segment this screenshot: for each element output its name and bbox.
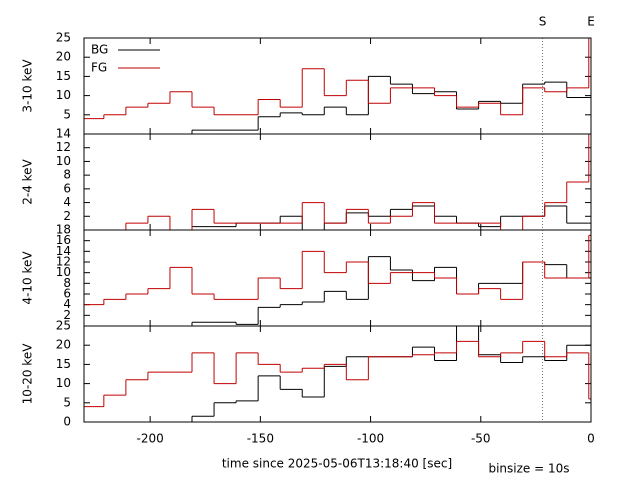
y-tick-label: 14 <box>56 127 71 141</box>
y-tick-label: 15 <box>56 69 71 83</box>
panel-frame <box>83 37 592 135</box>
marker-label: E <box>587 15 595 29</box>
x-tick-label: 0 <box>587 432 595 446</box>
panel-frame <box>83 325 592 423</box>
x-tick-label: -150 <box>247 432 274 446</box>
panel-frame <box>83 229 592 327</box>
y-tick-label: 20 <box>56 50 71 64</box>
y-tick-label: 6 <box>63 287 71 301</box>
y-tick-label: 5 <box>63 107 71 121</box>
y-tick-label: 10 <box>56 154 71 168</box>
x-axis-label: time since 2025-05-06T13:18:40 [sec] <box>222 457 452 471</box>
y-tick-label: 2 <box>63 209 71 223</box>
legend-label: BG <box>91 43 108 57</box>
y-tick-label: 16 <box>56 233 71 247</box>
plot-area <box>84 326 591 422</box>
y-tick-label: 4 <box>63 195 71 209</box>
y-tick-label: 4 <box>63 297 71 311</box>
y-tick-label: 12 <box>56 255 71 269</box>
y-tick-label: 25 <box>56 31 71 45</box>
y-tick-label: 25 <box>56 319 71 333</box>
y-tick-label: 15 <box>56 357 71 371</box>
plot-area <box>84 234 591 326</box>
marker-label: S <box>539 15 547 29</box>
y-axis-label: 10-20 keV <box>21 343 35 405</box>
annotation: binsize = 10s <box>488 462 569 476</box>
y-tick-label: 0 <box>63 415 71 429</box>
panel-frame <box>83 133 592 231</box>
y-tick-label: 2 <box>63 308 71 322</box>
y-tick-label: 8 <box>63 276 71 290</box>
y-tick-label: 6 <box>63 181 71 195</box>
legend-label: FG <box>91 61 107 75</box>
y-tick-label: 10 <box>56 88 71 102</box>
y-tick-label: 5 <box>63 395 71 409</box>
y-tick-label: 20 <box>56 338 71 352</box>
y-tick-label: 18 <box>56 223 71 237</box>
y-tick-label: 10 <box>56 376 71 390</box>
y-tick-label: 10 <box>56 265 71 279</box>
x-tick-label: -50 <box>471 432 491 446</box>
y-axis-label: 3-10 keV <box>21 59 35 113</box>
y-axis-label: 2-4 keV <box>21 158 35 204</box>
plot-area <box>84 38 591 134</box>
plot-area <box>84 134 591 230</box>
x-tick-label: -100 <box>357 432 384 446</box>
y-tick-label: 12 <box>56 140 71 154</box>
y-tick-label: 14 <box>56 244 71 258</box>
x-tick-label: -200 <box>137 432 164 446</box>
y-axis-label: 4-10 keV <box>21 251 35 305</box>
y-tick-label: 8 <box>63 168 71 182</box>
